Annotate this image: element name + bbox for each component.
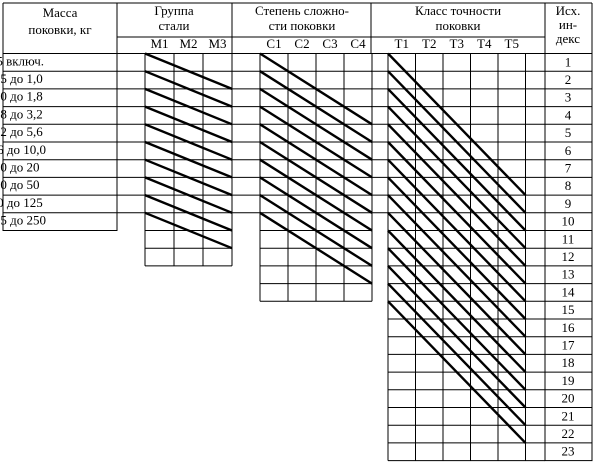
index-label: 18 (562, 355, 575, 370)
diagonal (387, 52, 527, 196)
index-label: 10 (562, 214, 575, 229)
mass-label: Св. 0,5 до 1,0 (0, 71, 43, 86)
diagonal (387, 229, 527, 373)
diagonal (144, 193, 233, 232)
diagonal (259, 52, 373, 126)
mass-label: Св. 125 до 250 (0, 213, 46, 228)
index-box (544, 53, 593, 462)
header-text: декс (556, 31, 580, 46)
column-label: М1 (150, 36, 168, 51)
mass-label: Св. 1,8 до 3,2 (0, 106, 43, 121)
diagonal (387, 211, 527, 356)
diagonal (387, 194, 527, 338)
diagonal (259, 176, 373, 250)
column-label: Т2 (422, 36, 436, 51)
index-label: 22 (562, 426, 575, 441)
column-label: Т5 (505, 36, 519, 51)
mass-label: Св. 20 до 50 (0, 177, 39, 192)
diagonal (387, 123, 527, 267)
header-text: Исх. (556, 3, 581, 18)
mass-label: Св. 1,0 до 1,8 (0, 89, 43, 104)
index-label: 13 (562, 267, 575, 282)
header-text: сти поковки (269, 18, 336, 33)
diagonal (259, 87, 373, 161)
index-label: 8 (565, 178, 572, 193)
index-label: 4 (565, 107, 572, 122)
index-label: 14 (562, 284, 576, 299)
mass-label: Св. 50 до 125 (0, 195, 43, 210)
index-label: 7 (565, 161, 572, 176)
mass-label: Св. 3,2 до 5,6 (0, 124, 43, 139)
header-text: поковки, кг (28, 22, 91, 37)
header-text: Класс точности (415, 3, 501, 18)
diagonal (387, 176, 527, 320)
diagonal (259, 70, 373, 144)
diagonal (387, 282, 527, 427)
mass-label: Св. 5,6 до 10,0 (0, 142, 46, 157)
diagonal (387, 300, 527, 444)
header-text: Группа (154, 3, 193, 18)
index-label: 2 (565, 72, 572, 87)
column-label: С4 (350, 36, 366, 51)
diagonal (387, 105, 527, 250)
diagonal (259, 123, 373, 197)
diagonal (387, 158, 527, 303)
diagonal (259, 140, 373, 214)
mass-label: Св. 10 до 20 (0, 160, 39, 175)
index-label: 3 (565, 90, 572, 105)
column-label: Т1 (395, 36, 409, 51)
diagonal (259, 105, 373, 179)
diagonal (144, 123, 233, 161)
column-label: Т4 (477, 36, 492, 51)
column-label: Т3 (450, 36, 464, 51)
column-label: С1 (266, 36, 281, 51)
column-label: С3 (322, 36, 337, 51)
index-label: 20 (562, 391, 575, 406)
diagonal (387, 88, 527, 232)
diagonal (259, 194, 373, 267)
index-label: 17 (562, 338, 576, 353)
diagonal (259, 211, 373, 285)
index-label: 11 (562, 231, 575, 246)
index-label: 5 (565, 125, 572, 140)
index-label: 23 (562, 444, 575, 459)
diagonal (144, 105, 233, 144)
index-label: 1 (565, 54, 572, 69)
diagonal (259, 158, 373, 232)
column-label: М3 (208, 36, 226, 51)
index-label: 12 (562, 249, 575, 264)
index-label: 21 (562, 408, 575, 423)
column-label: С2 (294, 36, 309, 51)
diagonal (144, 211, 233, 250)
header-text: Степень сложно- (255, 3, 349, 18)
diagonal (387, 70, 527, 214)
header-text: Масса (43, 5, 78, 20)
column-label: М2 (179, 36, 197, 51)
diagonal (144, 70, 233, 108)
mass-label: До 0,5 включ. (0, 53, 44, 68)
diagonal (387, 265, 527, 409)
diagonal (144, 176, 233, 214)
index-label: 6 (565, 143, 572, 158)
index-label: 15 (562, 302, 575, 317)
index-label: 9 (565, 196, 572, 211)
index-label: 19 (562, 373, 575, 388)
diagonal (144, 158, 233, 197)
diagonal (144, 87, 233, 126)
header-text: ин- (559, 17, 577, 32)
header-text: стали (159, 18, 190, 33)
diagonal (387, 247, 527, 391)
diagonal (144, 140, 233, 179)
diagonal (387, 141, 527, 285)
index-label: 16 (562, 320, 576, 335)
diagonal (144, 52, 233, 91)
header-text: поковки (435, 18, 480, 33)
